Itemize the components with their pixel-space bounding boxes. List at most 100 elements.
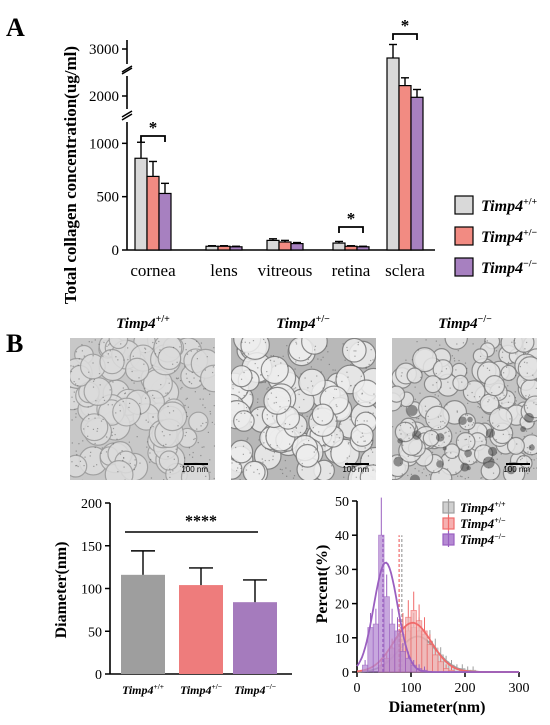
micrograph-grain	[92, 355, 94, 357]
micrograph-grain	[129, 462, 131, 465]
micrograph-grain	[417, 452, 419, 454]
fibril-cross-section	[157, 346, 182, 371]
micrograph-grain	[295, 343, 298, 345]
micrograph-grain	[253, 471, 255, 473]
micrograph-grain	[403, 440, 405, 442]
micrograph-grain	[444, 432, 446, 434]
panel-a-bar	[146, 175, 160, 251]
fibril-cross-section	[513, 338, 535, 353]
panel-a-legend: Timp4+/+ Timp4+/− Timp4−/−	[454, 195, 537, 277]
micrograph-grain	[269, 359, 272, 361]
micrograph-grain	[112, 427, 115, 430]
micrograph-grain	[440, 415, 442, 417]
micrograph-grain	[461, 476, 463, 478]
micrograph-grain	[311, 408, 313, 411]
micrograph-grain	[250, 465, 252, 467]
micrograph-grain	[184, 342, 187, 345]
micrograph-grain	[335, 404, 337, 406]
micrograph-grain	[96, 464, 98, 466]
micrograph-grain	[502, 433, 504, 435]
scale-bar-het: 100 nm	[342, 463, 369, 474]
micrograph-grain	[423, 468, 425, 470]
micrograph-grain	[186, 377, 188, 379]
micrograph-grain	[107, 361, 109, 364]
micrograph-grain	[131, 379, 133, 382]
micrograph-grain	[115, 356, 117, 358]
panel-a-axis-break-mark	[121, 113, 133, 121]
micrograph-grain	[102, 396, 104, 398]
micrograph-grain	[349, 419, 351, 421]
micrograph-grain	[535, 387, 537, 390]
micrograph-grain	[96, 430, 98, 432]
micrograph-grain	[265, 435, 267, 437]
micrograph-grain	[401, 473, 403, 475]
micrograph-grain	[107, 404, 109, 406]
micrograph-grain	[177, 425, 179, 427]
micrograph-grain	[480, 445, 482, 447]
micrograph-grain	[270, 355, 272, 357]
micrograph-grain	[360, 457, 362, 459]
micrograph-grain	[193, 377, 195, 379]
micrograph-grain	[133, 468, 135, 471]
micrograph-grain	[334, 381, 336, 383]
micrograph-grain	[111, 404, 113, 406]
micrograph-grain	[294, 387, 297, 389]
micrograph-grain	[275, 384, 277, 386]
micrograph-grain	[503, 372, 505, 374]
panel-a-legend-swatch	[454, 257, 474, 277]
micrograph-grain	[103, 399, 106, 402]
micrograph-header-wt: Timp4+/+	[116, 314, 170, 332]
micrograph-grain	[117, 471, 119, 473]
micrograph-grain	[368, 363, 370, 366]
micrograph-grain	[291, 431, 294, 433]
micrograph-grain	[244, 412, 246, 414]
micrograph-header-ko: Timp4−/−	[438, 314, 492, 332]
micrograph-grain	[92, 386, 95, 388]
micrograph-grain	[207, 431, 209, 434]
micrograph-grain	[247, 410, 249, 412]
micrograph-grain	[457, 475, 459, 477]
micrograph-grain	[71, 396, 73, 398]
micrograph-grain	[424, 405, 427, 407]
micrograph-grain	[468, 460, 470, 462]
micrograph-grain	[301, 425, 303, 427]
fibril-cross-section	[158, 450, 180, 471]
micrograph-grain	[129, 402, 131, 405]
micrograph-grain	[273, 451, 276, 454]
micrograph-grain	[260, 374, 262, 376]
micrograph-grain	[461, 448, 463, 450]
micrograph-grain	[284, 459, 286, 462]
micrograph-grain	[173, 458, 175, 460]
micrograph-grain	[336, 376, 338, 378]
micrograph-grain	[78, 378, 80, 380]
micrograph-grain	[185, 431, 187, 434]
micrograph-grain	[242, 453, 244, 455]
panel-a-sig-bracket	[140, 135, 166, 142]
micrograph-grain	[94, 446, 96, 449]
micrograph-grain	[417, 349, 419, 351]
micrograph-grain	[314, 349, 316, 351]
micrograph-grain	[109, 389, 111, 391]
micrograph-grain	[269, 444, 272, 446]
panel-a-bar	[134, 157, 148, 251]
micrograph-grain	[127, 347, 129, 349]
micrograph-grain	[533, 402, 535, 404]
micrograph-grain	[205, 467, 207, 469]
micrograph-grain	[466, 414, 469, 416]
micrograph-grain	[247, 437, 249, 439]
micrograph-grain	[493, 397, 495, 399]
micrograph-grain	[392, 475, 394, 477]
panel-a-bar	[266, 239, 280, 251]
micrograph-grain	[295, 361, 297, 363]
micrograph-grain	[527, 451, 529, 453]
fibril-cross-section	[350, 423, 374, 447]
micrograph-grain	[355, 476, 357, 478]
micrograph-grain	[150, 477, 153, 479]
micrograph-grain	[500, 453, 502, 455]
micrograph-grain	[438, 472, 440, 474]
micrograph-grain	[298, 357, 300, 359]
micrograph-grain	[146, 446, 148, 448]
micrograph-grain	[139, 402, 141, 405]
micrograph-grain	[333, 397, 335, 399]
micrograph-grain	[140, 413, 142, 415]
